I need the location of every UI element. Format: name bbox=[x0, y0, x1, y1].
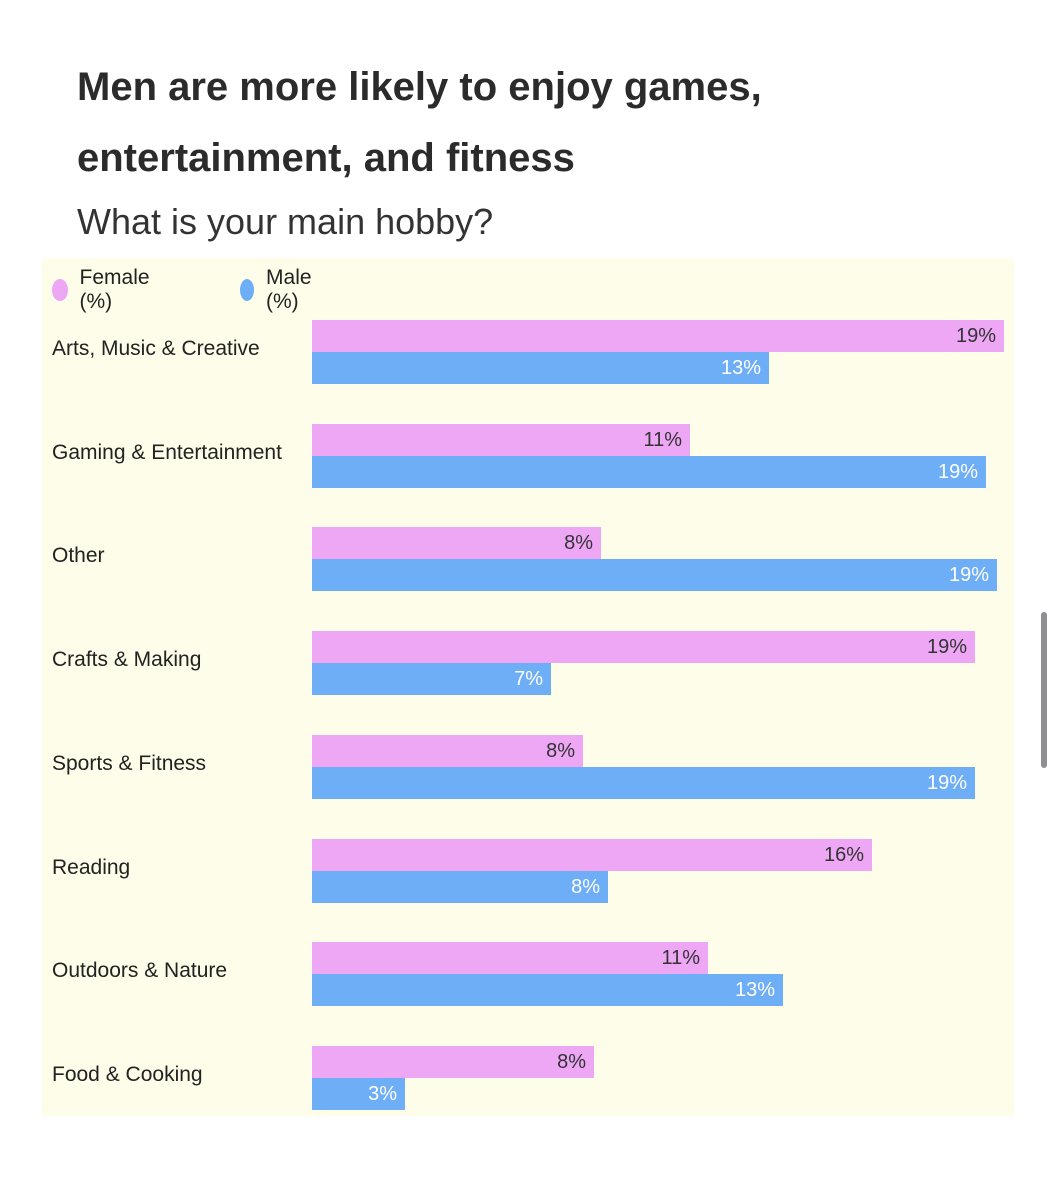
bar-value-female-outdoors-and-nature: 11% bbox=[661, 947, 700, 970]
bar-value-male-food-and-cooking: 3% bbox=[368, 1082, 397, 1105]
legend-female-dot bbox=[52, 279, 68, 301]
bar-value-female-crafts-and-making: 19% bbox=[926, 636, 967, 659]
bar-female-outdoors-and-nature: 11% bbox=[312, 942, 708, 975]
category-label-food-and-cooking: Food & Cooking bbox=[52, 1062, 203, 1086]
legend-item-female: Female (%) bbox=[52, 266, 156, 314]
bar-male-gaming-and-entertainment: 19% bbox=[312, 455, 986, 488]
category-label-sports-and-fitness: Sports & Fitness bbox=[52, 751, 207, 775]
bar-male-food-and-cooking: 3% bbox=[312, 1077, 405, 1110]
bar-male-arts-music-and-creative: 13% bbox=[312, 352, 769, 384]
bar-female-food-and-cooking: 8% bbox=[312, 1045, 594, 1078]
legend-female-label: Female (%) bbox=[79, 266, 150, 313]
legend-male-dot bbox=[240, 279, 255, 301]
scrollbar[interactable] bbox=[1041, 612, 1047, 768]
bar-male-other: 19% bbox=[312, 559, 997, 592]
bar-female-sports-and-fitness: 8% bbox=[312, 734, 583, 767]
bar-value-male-arts-music-and-creative: 13% bbox=[720, 357, 761, 379]
bar-value-female-other: 8% bbox=[564, 532, 593, 555]
category-label-other: Other bbox=[52, 544, 105, 568]
bar-value-female-reading: 16% bbox=[823, 843, 864, 866]
category-label-reading: Reading bbox=[52, 855, 131, 879]
bar-value-male-crafts-and-making: 7% bbox=[514, 668, 543, 691]
bar-value-female-arts-music-and-creative: 19% bbox=[955, 325, 996, 347]
bar-value-male-reading: 8% bbox=[571, 875, 600, 898]
bar-value-female-gaming-and-entertainment: 11% bbox=[643, 428, 682, 451]
chart-panel: Female (%) Male (%) Arts, Music & Creati… bbox=[42, 258, 1014, 1116]
bar-female-other: 8% bbox=[312, 527, 601, 560]
bar-value-female-food-and-cooking: 8% bbox=[557, 1050, 586, 1073]
bar-male-sports-and-fitness: 19% bbox=[312, 766, 975, 799]
bar-value-male-other: 19% bbox=[948, 564, 989, 587]
category-label-arts-music-and-creative: Arts, Music & Creative bbox=[52, 337, 260, 360]
chart-subtitle: What is your main hobby? bbox=[77, 201, 494, 242]
bar-female-reading: 16% bbox=[312, 838, 872, 871]
bar-value-male-outdoors-and-nature: 13% bbox=[734, 979, 775, 1002]
legend-item-male: Male (%) bbox=[240, 266, 320, 314]
legend-male-label: Male (%) bbox=[266, 266, 312, 313]
category-label-outdoors-and-nature: Outdoors & Nature bbox=[52, 959, 228, 983]
bar-value-male-gaming-and-entertainment: 19% bbox=[937, 460, 978, 483]
chart-title: Men are more likely to enjoy games, ente… bbox=[77, 65, 762, 180]
bar-female-crafts-and-making: 19% bbox=[312, 631, 975, 664]
bar-female-arts-music-and-creative: 19% bbox=[312, 320, 1004, 352]
bar-male-reading: 8% bbox=[312, 870, 608, 903]
category-label-crafts-and-making: Crafts & Making bbox=[52, 648, 202, 672]
bar-value-female-sports-and-fitness: 8% bbox=[546, 739, 575, 762]
bar-value-male-sports-and-fitness: 19% bbox=[926, 771, 967, 794]
bar-female-gaming-and-entertainment: 11% bbox=[312, 423, 690, 456]
category-label-gaming-and-entertainment: Gaming & Entertainment bbox=[52, 440, 282, 464]
bar-male-crafts-and-making: 7% bbox=[312, 663, 551, 696]
bar-male-outdoors-and-nature: 13% bbox=[312, 974, 783, 1007]
